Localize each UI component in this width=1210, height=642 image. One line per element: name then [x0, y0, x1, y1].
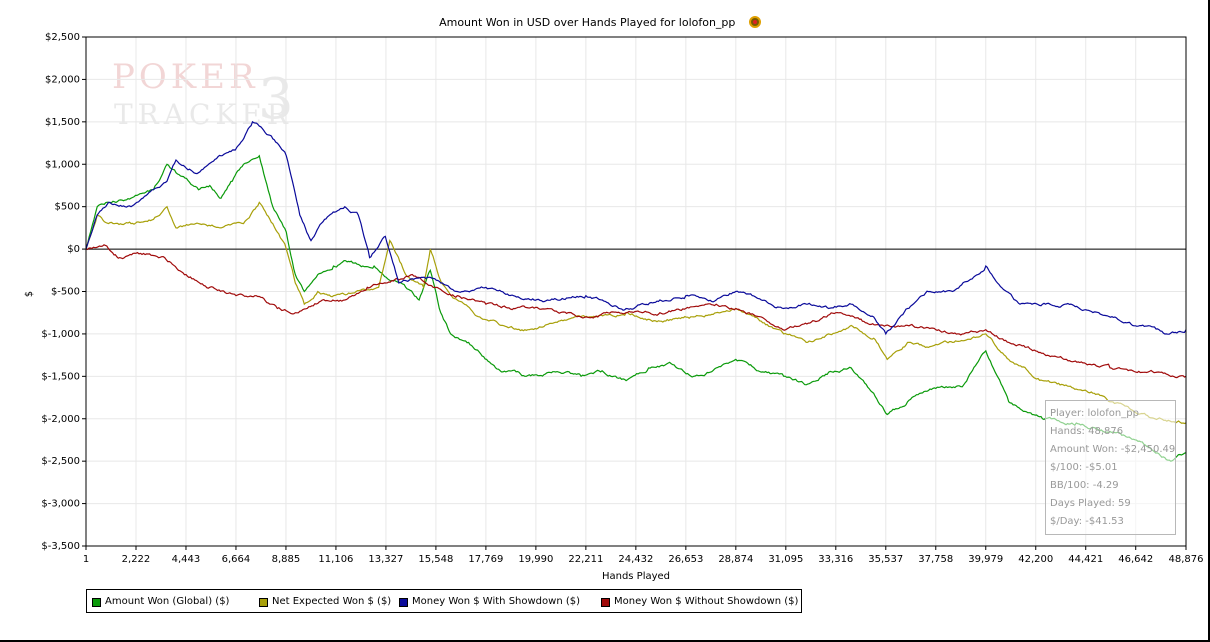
legend-item-amount-won[interactable]: Amount Won (Global) ($) [92, 596, 229, 608]
x-tick-label: 2,222 [122, 554, 151, 565]
x-tick-label: 15,548 [418, 554, 453, 565]
x-tick-label: 4,443 [172, 554, 201, 565]
stat-bb-100: BB/100: -4.29 [1050, 480, 1119, 491]
pokertracker-watermark: POKER TRACKER 3 [112, 57, 294, 132]
y-axis-label: $ [24, 291, 35, 297]
x-tick-label: 11,106 [318, 554, 353, 565]
y-tick-label: $-1,500 [41, 371, 80, 382]
player-logo-icon [748, 16, 761, 28]
series-without-showdown [85, 244, 1187, 379]
chart-title-text: Amount Won in USD over Hands Played for … [439, 15, 736, 29]
x-tick-label: 39,979 [968, 554, 1003, 565]
player-stats-box: Player: lolofon_pp Hands: 48,876 Amount … [1045, 400, 1176, 535]
legend-label: Amount Won (Global) ($) [105, 596, 230, 607]
legend-swatch [601, 597, 610, 607]
y-tick-label: $2,000 [45, 74, 80, 85]
y-tick-label: $1,500 [45, 117, 80, 128]
x-tick-label: 17,769 [468, 554, 503, 565]
watermark-line1: POKER [112, 57, 259, 97]
x-tick-label: 8,885 [272, 554, 301, 565]
legend-label: Money Won $ With Showdown ($) [412, 596, 581, 607]
y-tick-label: $-3,500 [41, 541, 80, 552]
x-tick-label: 24,432 [618, 554, 653, 565]
legend-swatch [399, 597, 408, 607]
series-amount-won [85, 154, 1187, 462]
y-tick-label: $0 [67, 244, 80, 255]
y-tick-label: $-3,000 [41, 499, 80, 510]
x-tick-label: 48,876 [1169, 554, 1204, 565]
x-tick-label: 26,653 [668, 554, 703, 565]
legend-item-net-expected[interactable]: Net Expected Won $ ($) [259, 596, 391, 608]
stat-hands: Hands: 48,876 [1050, 426, 1124, 437]
legend-swatch [259, 597, 268, 607]
series-with-showdown [85, 120, 1187, 336]
x-tick-label: 28,874 [718, 554, 753, 565]
x-tick-label: 1 [83, 554, 89, 565]
stat-days-played: Days Played: 59 [1050, 498, 1131, 509]
x-tick-label: 35,537 [868, 554, 903, 565]
plot-border [85, 36, 1187, 547]
stat-player: Player: lolofon_pp [1050, 408, 1139, 419]
chart-axes: $2,500 $2,000 $1,500 $1,000 $500 $0 $-500 $-1,0… [41, 32, 1203, 565]
chart-legend: Amount Won (Global) ($) Net Expected Won… [86, 589, 802, 613]
legend-label: Net Expected Won $ ($) [272, 596, 392, 607]
stat-per-100: $/100: -$5.01 [1050, 462, 1118, 473]
y-tick-label: $-2,000 [41, 414, 80, 425]
y-tick-label: $-500 [51, 287, 80, 298]
x-tick-label: 31,095 [768, 554, 803, 565]
x-tick-label: 44,421 [1068, 554, 1103, 565]
y-tick-label: $1,000 [45, 159, 80, 170]
x-tick-label: 13,327 [368, 554, 403, 565]
x-tick-label: 46,642 [1118, 554, 1153, 565]
y-tick-label: $2,500 [45, 32, 80, 43]
y-tick-label: $-1,000 [41, 329, 80, 340]
x-tick-label: 33,316 [818, 554, 853, 565]
chart-title: Amount Won in USD over Hands Played for … [0, 15, 1200, 29]
stat-amount-won: Amount Won: -$2,450.49 [1050, 444, 1176, 455]
y-tick-label: $500 [55, 202, 80, 213]
x-axis-label: Hands Played [602, 571, 670, 582]
x-tick-label: 22,211 [568, 554, 603, 565]
x-tick-label: 6,664 [222, 554, 251, 565]
watermark-mark: 3 [258, 67, 294, 132]
legend-item-without-showdown[interactable]: Money Won $ Without Showdown ($) [601, 596, 798, 608]
series-net-expected [85, 201, 1187, 425]
x-tick-label: 37,758 [918, 554, 953, 565]
stat-per-day: $/Day: -$41.53 [1050, 516, 1124, 527]
y-tick-label: $-2,500 [41, 456, 80, 467]
x-tick-label: 19,990 [518, 554, 553, 565]
x-tick-label: 42,200 [1018, 554, 1053, 565]
plot-area [85, 120, 1187, 462]
legend-label: Money Won $ Without Showdown ($) [614, 596, 799, 607]
legend-swatch [92, 597, 101, 607]
legend-item-with-showdown[interactable]: Money Won $ With Showdown ($) [399, 596, 580, 608]
